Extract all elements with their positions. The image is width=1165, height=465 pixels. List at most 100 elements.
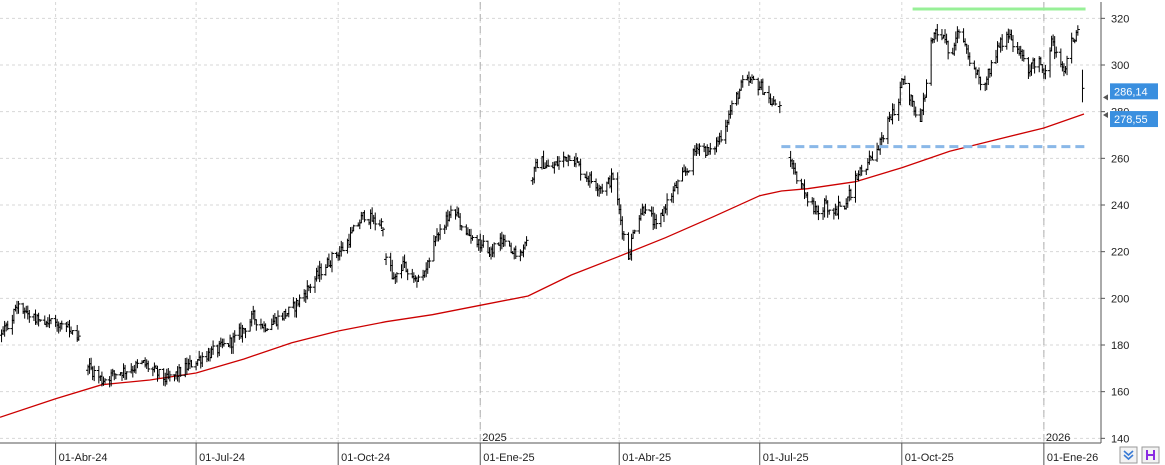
- price-bar: [448, 205, 453, 219]
- price-bar: [513, 245, 518, 259]
- price-bar: [913, 106, 918, 118]
- price-bar: [946, 40, 951, 60]
- chevron-lower: [1123, 454, 1134, 461]
- price-bar: [492, 242, 497, 258]
- x-tick-label: 01-Ene-25: [483, 452, 534, 464]
- price-bar: [686, 170, 691, 173]
- year-label: 2025: [482, 432, 506, 444]
- price-bar: [535, 158, 540, 169]
- toolbar: [1119, 446, 1160, 464]
- price-bars: [0, 23, 1085, 388]
- year-label: 2026: [1046, 432, 1070, 444]
- price-bar: [935, 23, 940, 42]
- price-bar: [924, 79, 929, 98]
- x-tick-label: 01-Abr-24: [59, 452, 108, 464]
- price-bar: [394, 272, 399, 283]
- y-tick-label: 300: [1111, 60, 1129, 72]
- price-tag-pointer: [1103, 112, 1108, 119]
- collapse-button[interactable]: [1119, 446, 1138, 464]
- price-bar: [1081, 69, 1085, 103]
- price-bar: [329, 251, 334, 273]
- price-bar: [470, 235, 475, 241]
- price-bar: [719, 130, 724, 143]
- price-bar: [589, 171, 594, 184]
- price-bar: [70, 329, 75, 335]
- price-bar: [243, 328, 248, 339]
- price-bar: [286, 306, 291, 318]
- price-bar: [76, 330, 81, 341]
- price-bar: [805, 191, 810, 207]
- moving-average: [0, 113, 1085, 418]
- price-bar: [16, 300, 21, 314]
- x-tick-label: 01-Ene-26: [1047, 452, 1098, 464]
- chevron-upper: [1123, 450, 1134, 457]
- y-tick-label: 320: [1111, 13, 1129, 25]
- price-bar: [1043, 64, 1048, 80]
- y-tick-label: 260: [1111, 153, 1129, 165]
- price-bar: [38, 319, 43, 322]
- y-tick-label: 220: [1111, 247, 1129, 259]
- y-tick-label: 140: [1111, 433, 1129, 445]
- price-tags: 286,14 278,55: [1103, 83, 1158, 128]
- price-bar: [1065, 55, 1070, 76]
- x-tick-label: 01-Oct-24: [341, 452, 390, 464]
- price-bar: [600, 183, 605, 194]
- price-bar: [665, 193, 670, 216]
- price-tag-label: 278,55: [1114, 114, 1148, 126]
- price-bar: [751, 75, 756, 81]
- price-bar: [838, 201, 843, 207]
- y-tick-label: 160: [1111, 387, 1129, 399]
- price-bar: [340, 242, 345, 252]
- price-bar: [362, 210, 367, 223]
- price-bar: [384, 253, 389, 266]
- price-bar: [556, 156, 561, 170]
- x-tick-label: 01-Jul-25: [763, 452, 809, 464]
- axes: 14016018020022024026028030032001-Abr-240…: [0, 2, 1129, 465]
- price-bar: [881, 134, 886, 143]
- price-bar: [740, 75, 745, 88]
- price-tag-box: [1110, 111, 1158, 128]
- price-bar: [124, 371, 129, 380]
- price-bar: [870, 151, 875, 161]
- price-bar: [578, 158, 583, 181]
- price-bar: [379, 218, 384, 229]
- price-bar: [232, 330, 237, 343]
- price-bar: [762, 92, 767, 96]
- price-bar: [459, 225, 464, 231]
- price-bar: [135, 359, 140, 369]
- price-bar: [157, 368, 162, 379]
- price-bar: [1010, 35, 1015, 53]
- price-bar: [978, 76, 983, 91]
- price-bar: [816, 205, 821, 221]
- price-bar: [481, 235, 486, 248]
- price-bar: [956, 29, 961, 39]
- price-bar: [621, 230, 626, 241]
- price-bar: [773, 99, 778, 106]
- price-bar: [697, 143, 702, 156]
- price-bar: [675, 179, 680, 195]
- price-tag-pointer: [1103, 94, 1108, 101]
- price-bar: [524, 236, 529, 247]
- price-bar: [275, 310, 280, 330]
- price-bar: [567, 155, 572, 161]
- price-bar: [308, 283, 313, 294]
- price-bar: [265, 328, 270, 332]
- price-bar: [221, 338, 226, 347]
- price-bar: [438, 224, 443, 240]
- price-bar: [178, 366, 183, 377]
- price-bar: [1000, 34, 1005, 51]
- price-bar: [103, 378, 108, 384]
- price-bar: [167, 370, 172, 382]
- price-bar: [546, 159, 551, 167]
- price-bar: [1075, 25, 1080, 36]
- h-button[interactable]: [1141, 446, 1160, 464]
- moving-average-line: [0, 113, 1085, 418]
- x-tick-label: 01-Abr-25: [622, 452, 671, 464]
- price-bar: [113, 373, 118, 380]
- price-bar: [380, 227, 385, 237]
- price-bar: [708, 142, 713, 155]
- price-bar: [859, 164, 864, 176]
- price-bar: [654, 214, 659, 230]
- price-bar: [427, 257, 432, 269]
